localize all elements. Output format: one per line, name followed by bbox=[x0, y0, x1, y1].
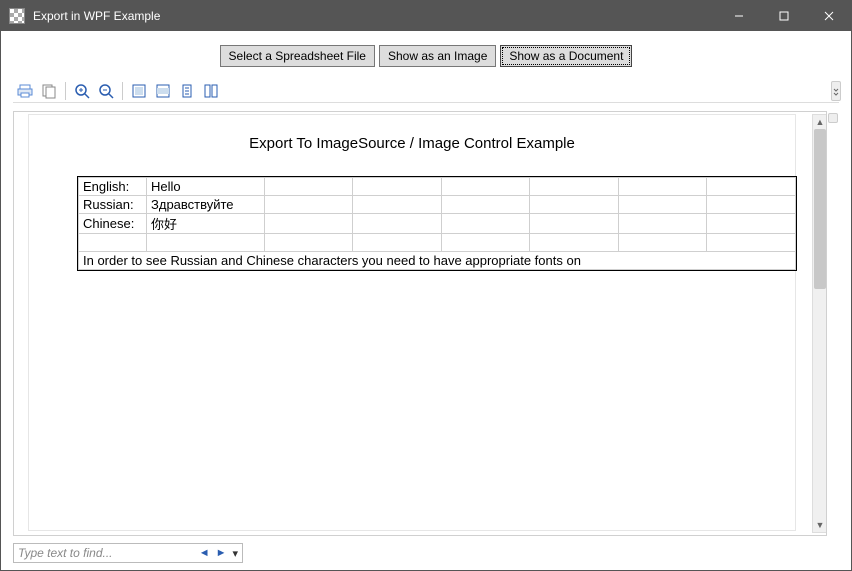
empty-cell bbox=[618, 234, 706, 252]
find-next-button[interactable]: ► bbox=[216, 547, 227, 559]
empty-cell bbox=[707, 234, 796, 252]
find-input[interactable]: Type text to find... ◄ ► ▾ bbox=[13, 543, 243, 563]
empty-cell bbox=[441, 234, 529, 252]
scroll-up-button[interactable]: ▲ bbox=[813, 115, 827, 129]
find-placeholder: Type text to find... bbox=[18, 546, 113, 560]
empty-cell bbox=[265, 196, 353, 214]
empty-cell bbox=[707, 214, 796, 234]
document-viewer[interactable]: Export To ImageSource / Image Control Ex… bbox=[13, 111, 827, 536]
viewer-overflow-button[interactable] bbox=[828, 113, 838, 123]
toolbar-separator bbox=[122, 82, 123, 100]
row-label: Russian: bbox=[79, 196, 147, 214]
empty-cell bbox=[147, 234, 265, 252]
app-icon bbox=[9, 8, 25, 24]
titlebar: Export in WPF Example bbox=[1, 1, 851, 31]
empty-cell bbox=[353, 196, 441, 214]
show-as-document-button[interactable]: Show as a Document bbox=[500, 45, 632, 67]
copy-icon bbox=[41, 83, 57, 99]
empty-cell bbox=[618, 178, 706, 196]
minimize-button[interactable] bbox=[716, 1, 761, 31]
viewer-toolbar bbox=[13, 79, 839, 103]
empty-cell bbox=[265, 234, 353, 252]
empty-cell bbox=[441, 196, 529, 214]
row-value: 你好 bbox=[147, 214, 265, 234]
row-value: Здравствуйте bbox=[147, 196, 265, 214]
row-value: Hello bbox=[147, 178, 265, 196]
table-row: English:Hello bbox=[79, 178, 796, 196]
zoom-in-button[interactable] bbox=[70, 80, 94, 102]
empty-cell bbox=[707, 178, 796, 196]
print-icon bbox=[17, 83, 33, 99]
close-icon bbox=[824, 11, 834, 21]
continuous-button[interactable] bbox=[199, 80, 223, 102]
maximize-icon bbox=[779, 11, 789, 21]
row-label: Chinese: bbox=[79, 214, 147, 234]
scroll-down-button[interactable]: ▼ bbox=[813, 518, 827, 532]
empty-cell bbox=[79, 234, 147, 252]
empty-cell bbox=[530, 196, 618, 214]
single-page-icon bbox=[179, 83, 195, 99]
page-heading: Export To ImageSource / Image Control Ex… bbox=[29, 135, 795, 152]
close-button[interactable] bbox=[806, 1, 851, 31]
empty-cell bbox=[265, 178, 353, 196]
copy-button[interactable] bbox=[37, 80, 61, 102]
action-button-row: Select a Spreadsheet File Show as an Ima… bbox=[1, 45, 851, 67]
select-file-button[interactable]: Select a Spreadsheet File bbox=[220, 45, 375, 67]
vertical-scrollbar[interactable]: ▲ ▼ bbox=[812, 114, 827, 533]
zoom-out-button[interactable] bbox=[94, 80, 118, 102]
find-prev-button[interactable]: ◄ bbox=[199, 547, 210, 559]
window-title: Export in WPF Example bbox=[33, 9, 160, 23]
continuous-icon bbox=[203, 83, 219, 99]
single-page-button[interactable] bbox=[175, 80, 199, 102]
print-button[interactable] bbox=[13, 80, 37, 102]
find-menu-button[interactable]: ▾ bbox=[232, 547, 238, 560]
show-as-image-button[interactable]: Show as an Image bbox=[379, 45, 496, 67]
table-row: Chinese:你好 bbox=[79, 214, 796, 234]
empty-cell bbox=[265, 214, 353, 234]
empty-cell bbox=[353, 234, 441, 252]
fit-page-button[interactable] bbox=[127, 80, 151, 102]
minimize-icon bbox=[734, 11, 744, 21]
table-row: In order to see Russian and Chinese char… bbox=[79, 252, 796, 270]
empty-cell bbox=[441, 178, 529, 196]
empty-cell bbox=[441, 214, 529, 234]
empty-cell bbox=[707, 196, 796, 214]
find-bar: Type text to find... ◄ ► ▾ bbox=[13, 542, 839, 564]
empty-cell bbox=[530, 214, 618, 234]
fit-page-icon bbox=[131, 83, 147, 99]
empty-cell bbox=[353, 178, 441, 196]
empty-cell bbox=[618, 214, 706, 234]
zoom-out-icon bbox=[98, 83, 114, 99]
scroll-thumb[interactable] bbox=[814, 129, 826, 289]
empty-cell bbox=[530, 234, 618, 252]
footnote-cell: In order to see Russian and Chinese char… bbox=[79, 252, 796, 270]
table-row bbox=[79, 234, 796, 252]
chevron-down-icon bbox=[833, 86, 839, 96]
toolbar-overflow-button[interactable] bbox=[831, 81, 841, 101]
viewer-overflow bbox=[827, 111, 839, 536]
page: Export To ImageSource / Image Control Ex… bbox=[28, 114, 796, 531]
empty-cell bbox=[618, 196, 706, 214]
table-row: Russian:Здравствуйте bbox=[79, 196, 796, 214]
row-label: English: bbox=[79, 178, 147, 196]
maximize-button[interactable] bbox=[761, 1, 806, 31]
empty-cell bbox=[353, 214, 441, 234]
zoom-in-icon bbox=[74, 83, 90, 99]
fit-width-button[interactable] bbox=[151, 80, 175, 102]
toolbar-separator bbox=[65, 82, 66, 100]
spreadsheet-area: English:HelloRussian:ЗдравствуйтеChinese… bbox=[77, 176, 797, 271]
empty-cell bbox=[530, 178, 618, 196]
fit-width-icon bbox=[155, 83, 171, 99]
